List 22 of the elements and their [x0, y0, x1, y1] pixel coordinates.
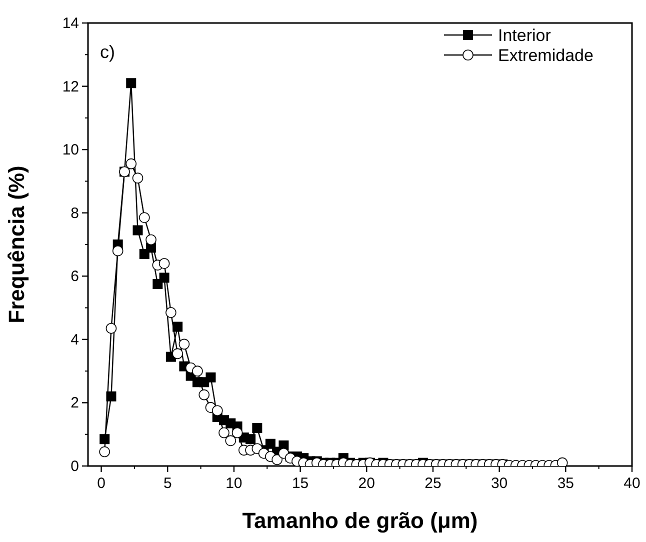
x-tick-label: 40 — [624, 475, 640, 492]
x-tick-label: 35 — [557, 475, 574, 492]
x-tick-label: 20 — [358, 475, 375, 492]
x-tick-label: 30 — [490, 475, 508, 492]
y-tick-label: 4 — [70, 331, 79, 348]
legend-label: Interior — [498, 26, 552, 45]
x-tick-label: 10 — [226, 475, 242, 492]
x-tick-label: 25 — [424, 475, 442, 492]
x-tick-label: 15 — [292, 475, 309, 492]
y-tick-label: 12 — [62, 78, 79, 96]
x-axis-title: Tamanho de grão (μm) — [242, 508, 478, 533]
x-tick-label: 5 — [163, 475, 172, 492]
y-tick-label: 10 — [62, 142, 79, 159]
y-tick-label: 6 — [70, 268, 79, 286]
annotation: c) — [100, 42, 115, 62]
x-tick-label: 0 — [97, 475, 106, 492]
y-axis-title: Frequência (%) — [4, 166, 29, 324]
y-tick-label: 2 — [70, 394, 79, 412]
y-tick-label: 8 — [70, 204, 79, 222]
legend-label: Extremidade — [498, 46, 594, 65]
y-tick-label: 0 — [70, 458, 79, 475]
y-tick-label: 14 — [62, 15, 79, 32]
